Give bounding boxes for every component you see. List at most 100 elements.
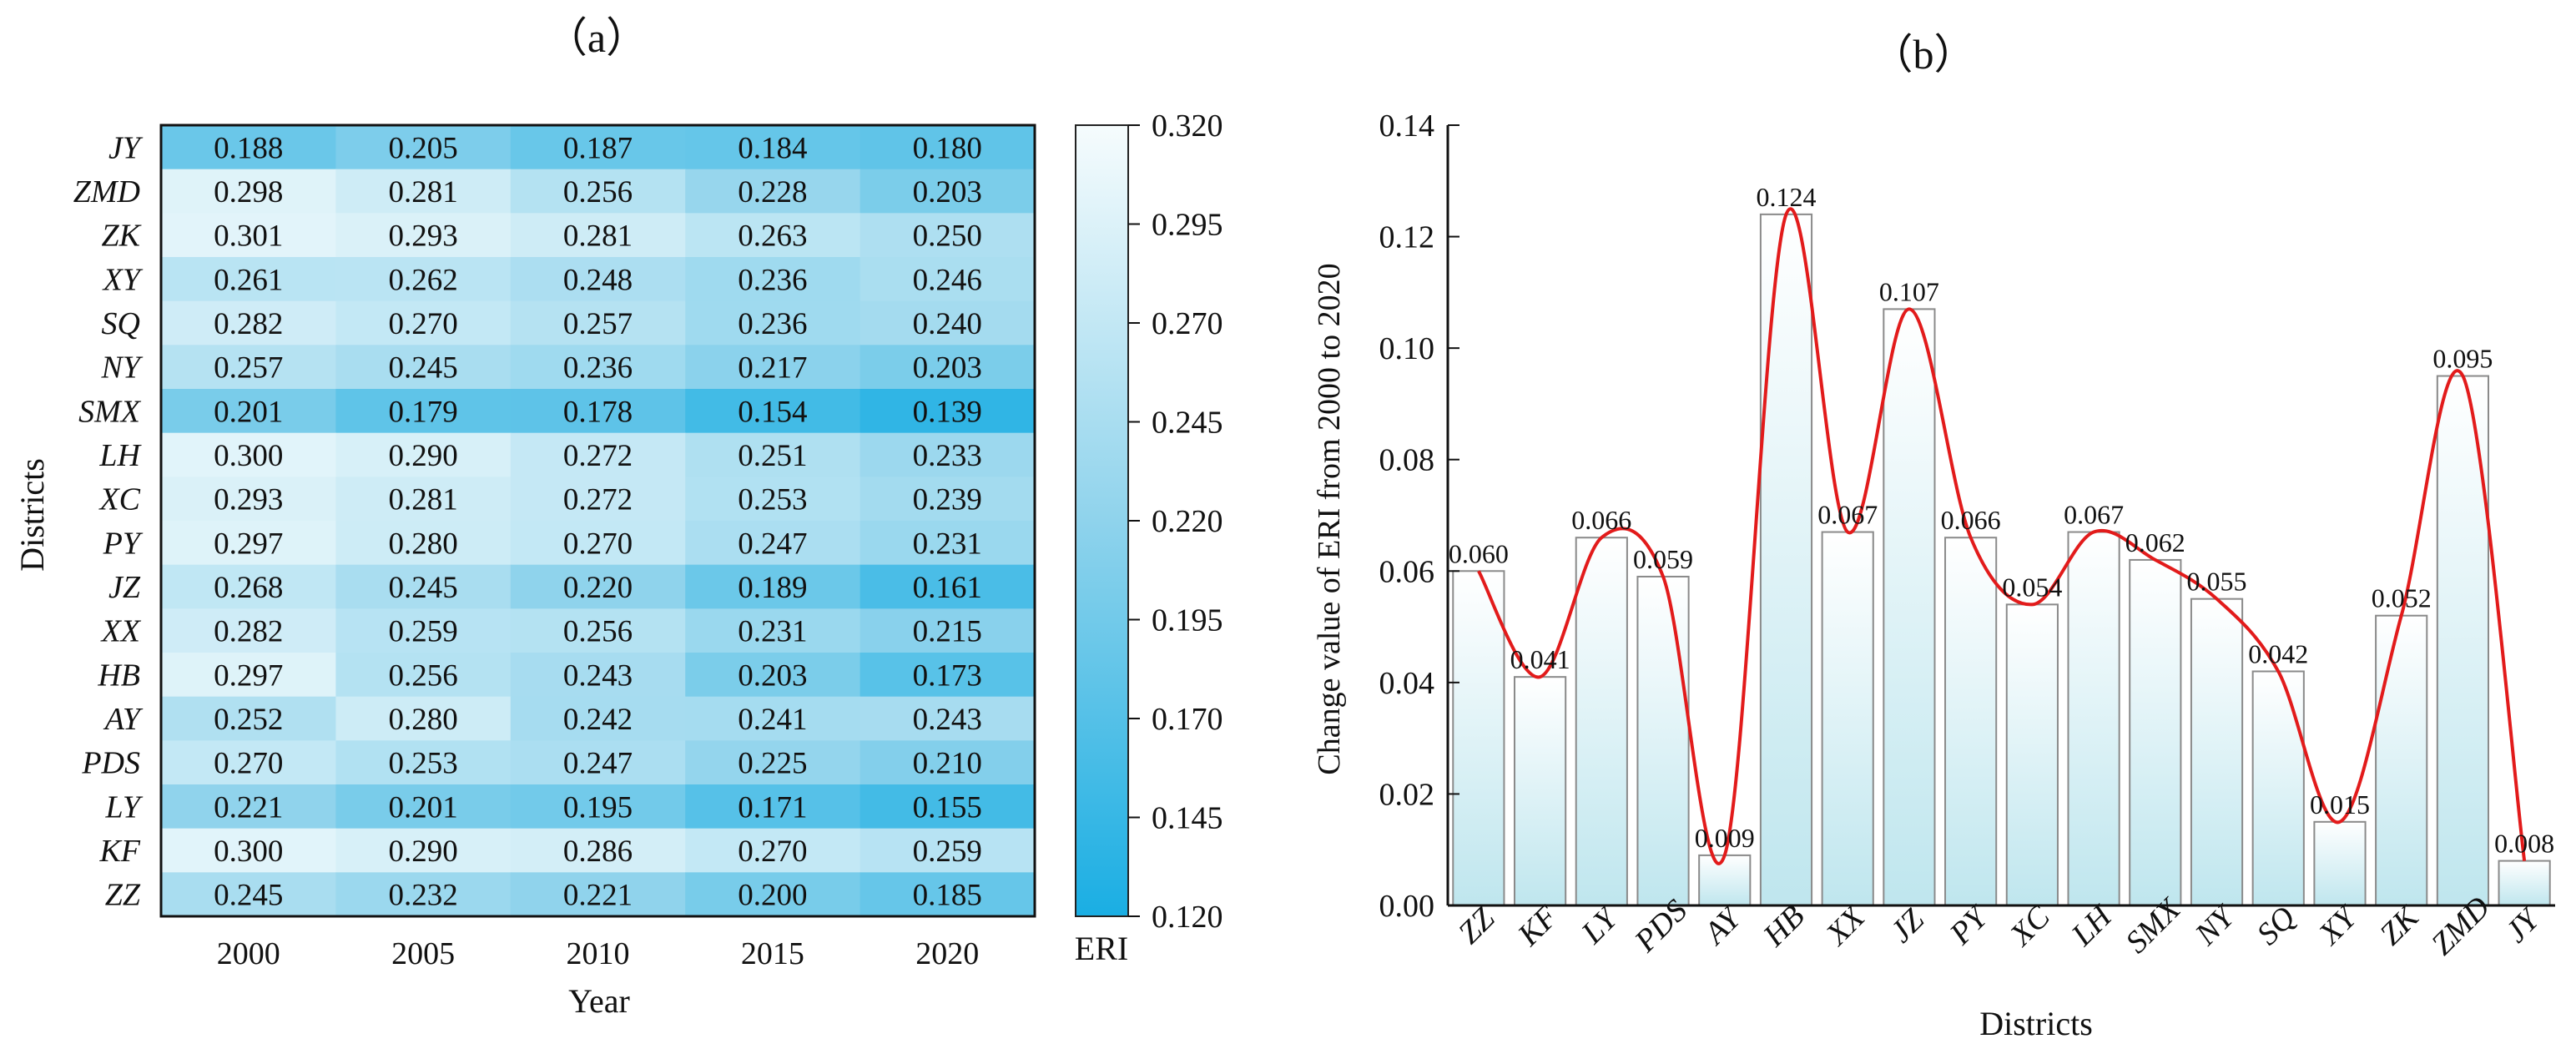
heatmap-cell-value: 0.272 <box>563 439 633 473</box>
heatmap-cell <box>161 696 336 741</box>
bar-value-label: 0.067 <box>1817 500 1878 530</box>
heatmap-cell <box>685 828 861 873</box>
bar-value-label: 0.059 <box>1633 544 1693 574</box>
heatmap-cell <box>161 828 336 873</box>
bar <box>1944 537 1998 906</box>
bar-category-label: XX <box>1818 899 1873 953</box>
bar <box>2129 558 2182 907</box>
heatmap-cell <box>860 564 1036 609</box>
bar-value-label: 0.041 <box>1510 644 1570 674</box>
heatmap-cell-value: 0.239 <box>913 483 982 517</box>
y-tick-label: 0.00 <box>1379 889 1435 924</box>
heatmap-cell-value: 0.180 <box>913 131 982 165</box>
heatmap-cell <box>685 257 861 302</box>
heatmap-cell <box>685 345 861 390</box>
heatmap-district-label: XC <box>98 482 140 517</box>
heatmap-cell-value: 0.257 <box>563 307 633 341</box>
heatmap-cell-value: 0.171 <box>738 790 807 825</box>
heatmap-cell <box>161 521 336 566</box>
heatmap-cell <box>685 389 861 434</box>
bar-y-axis-title: Change value of ERI from 2000 to 2020 <box>1312 263 1347 774</box>
bar-value-label: 0.052 <box>2372 583 2432 613</box>
bar-category-label: SQ <box>2250 900 2302 952</box>
heatmap-cell-value: 0.203 <box>738 658 807 693</box>
heatmap-cell <box>161 213 336 258</box>
heatmap-cell-value: 0.155 <box>913 790 982 825</box>
heatmap-cell <box>335 784 512 830</box>
heatmap-cell-value: 0.243 <box>913 703 982 737</box>
heatmap-cell-value: 0.201 <box>214 395 283 429</box>
heatmap-year-label: 2015 <box>741 936 804 971</box>
bar-value-label: 0.008 <box>2494 829 2554 859</box>
heatmap-cell <box>161 653 336 698</box>
heatmap-year-label: 2010 <box>567 936 630 971</box>
heatmap-cell-value: 0.242 <box>563 703 633 737</box>
heatmap-cell-value: 0.173 <box>913 658 982 693</box>
heatmap-cell <box>335 213 512 258</box>
y-tick-label: 0.10 <box>1379 331 1435 366</box>
heatmap-cell-value: 0.251 <box>738 439 807 473</box>
heatmap-cell-value: 0.232 <box>388 879 457 913</box>
heatmap-district-label: KF <box>98 834 140 869</box>
heatmap-cell <box>510 784 686 830</box>
heatmap-cell <box>860 696 1036 741</box>
colorbar-tick-label: 0.170 <box>1152 702 1223 737</box>
heatmap-cell <box>510 872 686 917</box>
heatmap-cell-value: 0.215 <box>913 615 982 649</box>
bar-value-label: 0.066 <box>1571 505 1631 535</box>
heatmap-cell-value: 0.236 <box>738 307 807 341</box>
heatmap-cell-value: 0.246 <box>913 263 982 297</box>
heatmap-district-label: PY <box>103 526 144 561</box>
bar-value-label: 0.042 <box>2248 639 2308 669</box>
heatmap-district-label: XY <box>102 262 144 297</box>
y-tick-label: 0.08 <box>1379 443 1435 478</box>
heatmap-cell-value: 0.290 <box>388 835 457 869</box>
y-tick-label: 0.02 <box>1379 777 1435 812</box>
heatmap-cell <box>685 477 861 522</box>
heatmap-district-label: ZZ <box>105 878 141 913</box>
heatmap-cell <box>161 300 336 345</box>
heatmap-cell-value: 0.161 <box>913 571 982 605</box>
bar <box>2005 603 2059 906</box>
heatmap-cell-value: 0.233 <box>913 439 982 473</box>
bar-value-label: 0.015 <box>2310 789 2370 819</box>
colorbar-tick-label: 0.245 <box>1152 406 1223 441</box>
heatmap-cell-value: 0.298 <box>214 175 283 209</box>
bar-x-axis-title: Districts <box>1979 1005 2093 1042</box>
heatmap-district-label: ZK <box>102 219 142 254</box>
y-tick-label: 0.06 <box>1379 554 1435 589</box>
heatmap-cell <box>685 432 861 477</box>
heatmap-cell-value: 0.203 <box>913 351 982 386</box>
heatmap-cell <box>860 521 1036 566</box>
colorbar <box>1075 124 1129 917</box>
bar-category-label: AY <box>1696 899 1749 952</box>
heatmap-cell <box>685 784 861 830</box>
heatmap-cell-value: 0.253 <box>738 483 807 517</box>
heatmap-cell <box>335 300 512 345</box>
heatmap-cell <box>510 125 686 170</box>
heatmap-cell-value: 0.205 <box>388 131 457 165</box>
colorbar-tick-label: 0.120 <box>1152 900 1223 935</box>
heatmap-district-label: AY <box>103 702 144 737</box>
heatmap-cell-value: 0.270 <box>388 307 457 341</box>
heatmap-cell <box>510 389 686 434</box>
heatmap-cell-value: 0.272 <box>563 483 633 517</box>
heatmap-cell-value: 0.256 <box>563 615 633 649</box>
bar <box>1698 854 1752 906</box>
heatmap-cell <box>335 125 512 170</box>
heatmap-year-label: 2020 <box>915 936 979 971</box>
bar-category-label: HB <box>1757 899 1812 954</box>
heatmap-cell <box>510 564 686 609</box>
heatmap-cell-value: 0.221 <box>563 879 633 913</box>
heatmap-cell <box>335 828 512 873</box>
heatmap-cell <box>510 169 686 214</box>
heatmap-cell <box>161 784 336 830</box>
heatmap-cell-value: 0.256 <box>563 175 633 209</box>
heatmap-cell-value: 0.280 <box>388 703 457 737</box>
heatmap-cell-value: 0.185 <box>913 879 982 913</box>
heatmap-cell <box>335 740 512 785</box>
heatmap-cell-value: 0.225 <box>738 747 807 781</box>
bar <box>2190 598 2244 907</box>
heatmap-district-label: LY <box>104 789 143 825</box>
y-tick-label: 0.12 <box>1379 220 1435 255</box>
